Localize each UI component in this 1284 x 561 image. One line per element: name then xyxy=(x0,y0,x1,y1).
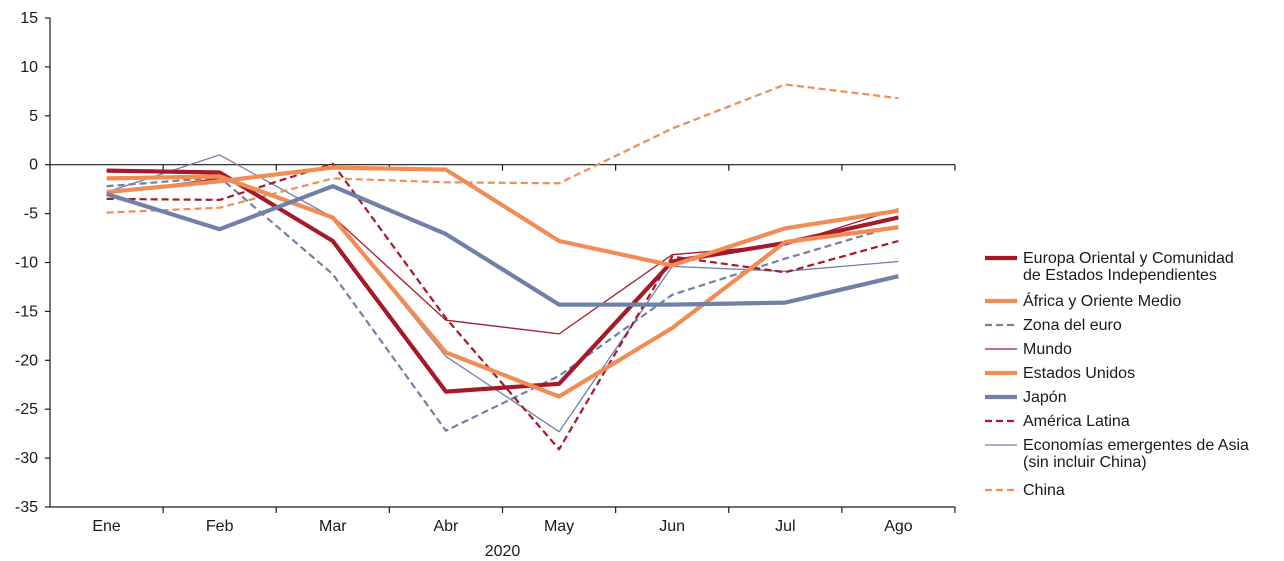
series-line-china xyxy=(106,83,899,214)
legend-label: Mundo xyxy=(1023,341,1072,358)
plot-area xyxy=(105,83,899,451)
y-tick-label: 10 xyxy=(20,59,38,76)
legend-label: Japón xyxy=(1023,389,1067,406)
y-tick-label: -35 xyxy=(15,499,38,516)
y-tick-label: 15 xyxy=(20,10,38,27)
y-tick-label: -30 xyxy=(15,450,38,467)
legend-label: África y Oriente Medio xyxy=(1023,291,1181,310)
series-line-america-latina xyxy=(106,162,899,451)
series-line-japon xyxy=(105,184,899,307)
series-line-economias-emergentes-de-asia-sin-incluir-china xyxy=(106,154,899,433)
x-tick-label: Ene xyxy=(92,518,121,535)
x-tick-label: Abr xyxy=(433,518,459,535)
series-line-africa-y-oriente-medio xyxy=(106,165,899,268)
legend-label: (sin incluir China) xyxy=(1023,454,1147,471)
x-tick-label: Ago xyxy=(884,518,913,535)
legend-label: de Estados Independientes xyxy=(1023,267,1217,284)
legend-label: América Latina xyxy=(1023,413,1130,430)
x-tick-label: May xyxy=(544,518,574,535)
legend-label: Economías emergentes de Asia xyxy=(1023,437,1249,454)
x-tick-label: Jul xyxy=(775,518,795,535)
y-tick-label: -25 xyxy=(15,401,38,418)
x-tick-label: Feb xyxy=(206,518,234,535)
y-tick-label: -10 xyxy=(15,255,38,272)
y-tick-label: -15 xyxy=(15,303,38,320)
series-line-mundo xyxy=(106,177,899,335)
y-tick-label: -5 xyxy=(24,206,38,223)
legend-label: Estados Unidos xyxy=(1023,365,1135,382)
y-tick-label: 0 xyxy=(29,157,38,174)
x-tick-label: Jun xyxy=(659,518,685,535)
axes: 15 10 5 0 -5 -10 -15 -20 -25 -30 -35 Ene Feb Mar Abr Ma… xyxy=(15,10,956,560)
legend-label: Europa Oriental y Comunidad xyxy=(1023,250,1234,267)
y-tick-label: -20 xyxy=(15,352,38,369)
legend-label: China xyxy=(1023,482,1065,499)
x-axis-title: 2020 xyxy=(485,543,521,560)
y-tick-label: 5 xyxy=(29,108,38,125)
series-line-estados-unidos xyxy=(106,174,899,399)
x-tick-label: Mar xyxy=(319,518,347,535)
legend-label: Zona del euro xyxy=(1023,317,1122,334)
